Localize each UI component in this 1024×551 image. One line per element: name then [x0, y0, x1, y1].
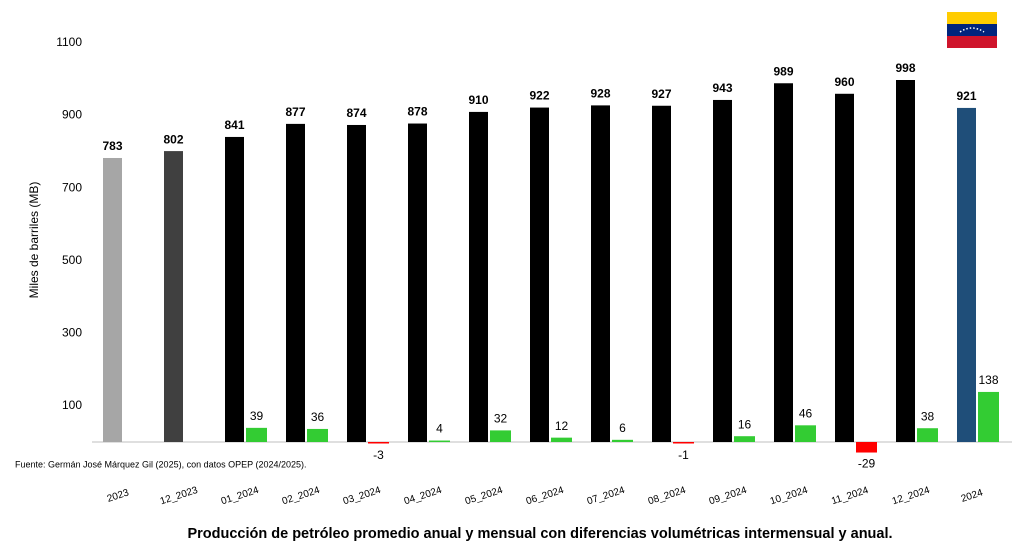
x-tick-label: 10_2024: [769, 485, 810, 508]
y-tick-label: 900: [62, 108, 82, 122]
x-tick-label: 09_2024: [708, 485, 749, 508]
x-tick-label: 07_2024: [586, 485, 627, 508]
value-label: 922: [529, 89, 549, 103]
y-tick-label: 300: [62, 325, 82, 339]
bar: [490, 430, 511, 442]
bar: [774, 83, 793, 442]
bar: [307, 428, 328, 442]
bar: [957, 107, 976, 442]
difference-label: 39: [250, 409, 264, 423]
bar: [713, 99, 732, 442]
bar: [551, 437, 572, 442]
bar: [429, 440, 450, 443]
bar: [103, 157, 122, 442]
x-tick-label: 2024: [960, 487, 985, 504]
x-tick-label: 03_2024: [342, 485, 383, 508]
chart-title: Producción de petróleo promedio anual y …: [187, 526, 892, 542]
bar: [164, 151, 183, 443]
bar: [978, 391, 999, 442]
bar: [591, 105, 610, 442]
x-tick-label: 01_2024: [220, 485, 261, 508]
value-label: 910: [468, 93, 488, 107]
value-label: 877: [285, 105, 305, 119]
difference-label: 6: [619, 421, 626, 435]
y-tick-label: 700: [62, 180, 82, 194]
bar: [612, 439, 633, 442]
difference-label: 46: [799, 406, 813, 420]
bar: [368, 442, 389, 444]
value-label: 841: [224, 118, 244, 132]
bar: [652, 105, 671, 442]
bar: [347, 124, 366, 442]
bar: [673, 442, 694, 444]
bar: [246, 427, 267, 442]
value-label: 921: [956, 89, 976, 103]
bar: [734, 436, 755, 442]
difference-label: 138: [978, 373, 998, 387]
value-label: 878: [407, 105, 427, 119]
difference-label: -3: [373, 448, 384, 462]
difference-label: 12: [555, 419, 569, 433]
y-axis-label: Miles de barriles (MB): [27, 182, 41, 299]
difference-label: 36: [311, 410, 325, 424]
y-tick-label: 100: [62, 398, 82, 412]
difference-label: -29: [858, 457, 876, 471]
x-tick-label: 08_2024: [647, 485, 688, 508]
flag: [947, 12, 997, 48]
bar: [856, 442, 877, 453]
x-tick-label: 2023: [106, 487, 131, 504]
value-label: 783: [102, 139, 122, 153]
value-label: 960: [834, 75, 854, 89]
difference-label: 4: [436, 422, 443, 436]
y-tick-label: 1100: [56, 35, 82, 49]
bar: [917, 428, 938, 442]
difference-label: 38: [921, 409, 935, 423]
difference-label: 16: [738, 417, 752, 431]
x-tick-label: 12_2024: [891, 485, 932, 508]
bar: [795, 425, 816, 442]
value-label: 927: [651, 87, 671, 101]
difference-label: 32: [494, 412, 508, 426]
bar: [408, 123, 427, 442]
value-label: 998: [895, 61, 915, 75]
y-tick-label: 500: [62, 253, 82, 267]
x-tick-label: 04_2024: [403, 485, 444, 508]
bar: [835, 93, 854, 443]
source: Fuente: Germán José Márquez Gil (2025), …: [15, 459, 307, 469]
x-tick-label: 02_2024: [281, 485, 322, 508]
value-label: 989: [773, 64, 793, 78]
value-label: 943: [712, 81, 732, 95]
bar: [286, 123, 305, 442]
x-tick-label: 11_2024: [830, 485, 870, 507]
bar: [469, 111, 488, 442]
value-label: 928: [590, 87, 610, 101]
difference-label: -1: [678, 448, 689, 462]
value-label: 874: [346, 106, 366, 120]
bar: [530, 107, 549, 442]
value-label: 802: [163, 132, 183, 146]
bar: [225, 136, 244, 443]
x-tick-label: 05_2024: [464, 485, 505, 508]
bar: [896, 79, 915, 443]
x-tick-label: 12_2023: [159, 485, 200, 508]
x-tick-label: 06_2024: [525, 485, 566, 508]
